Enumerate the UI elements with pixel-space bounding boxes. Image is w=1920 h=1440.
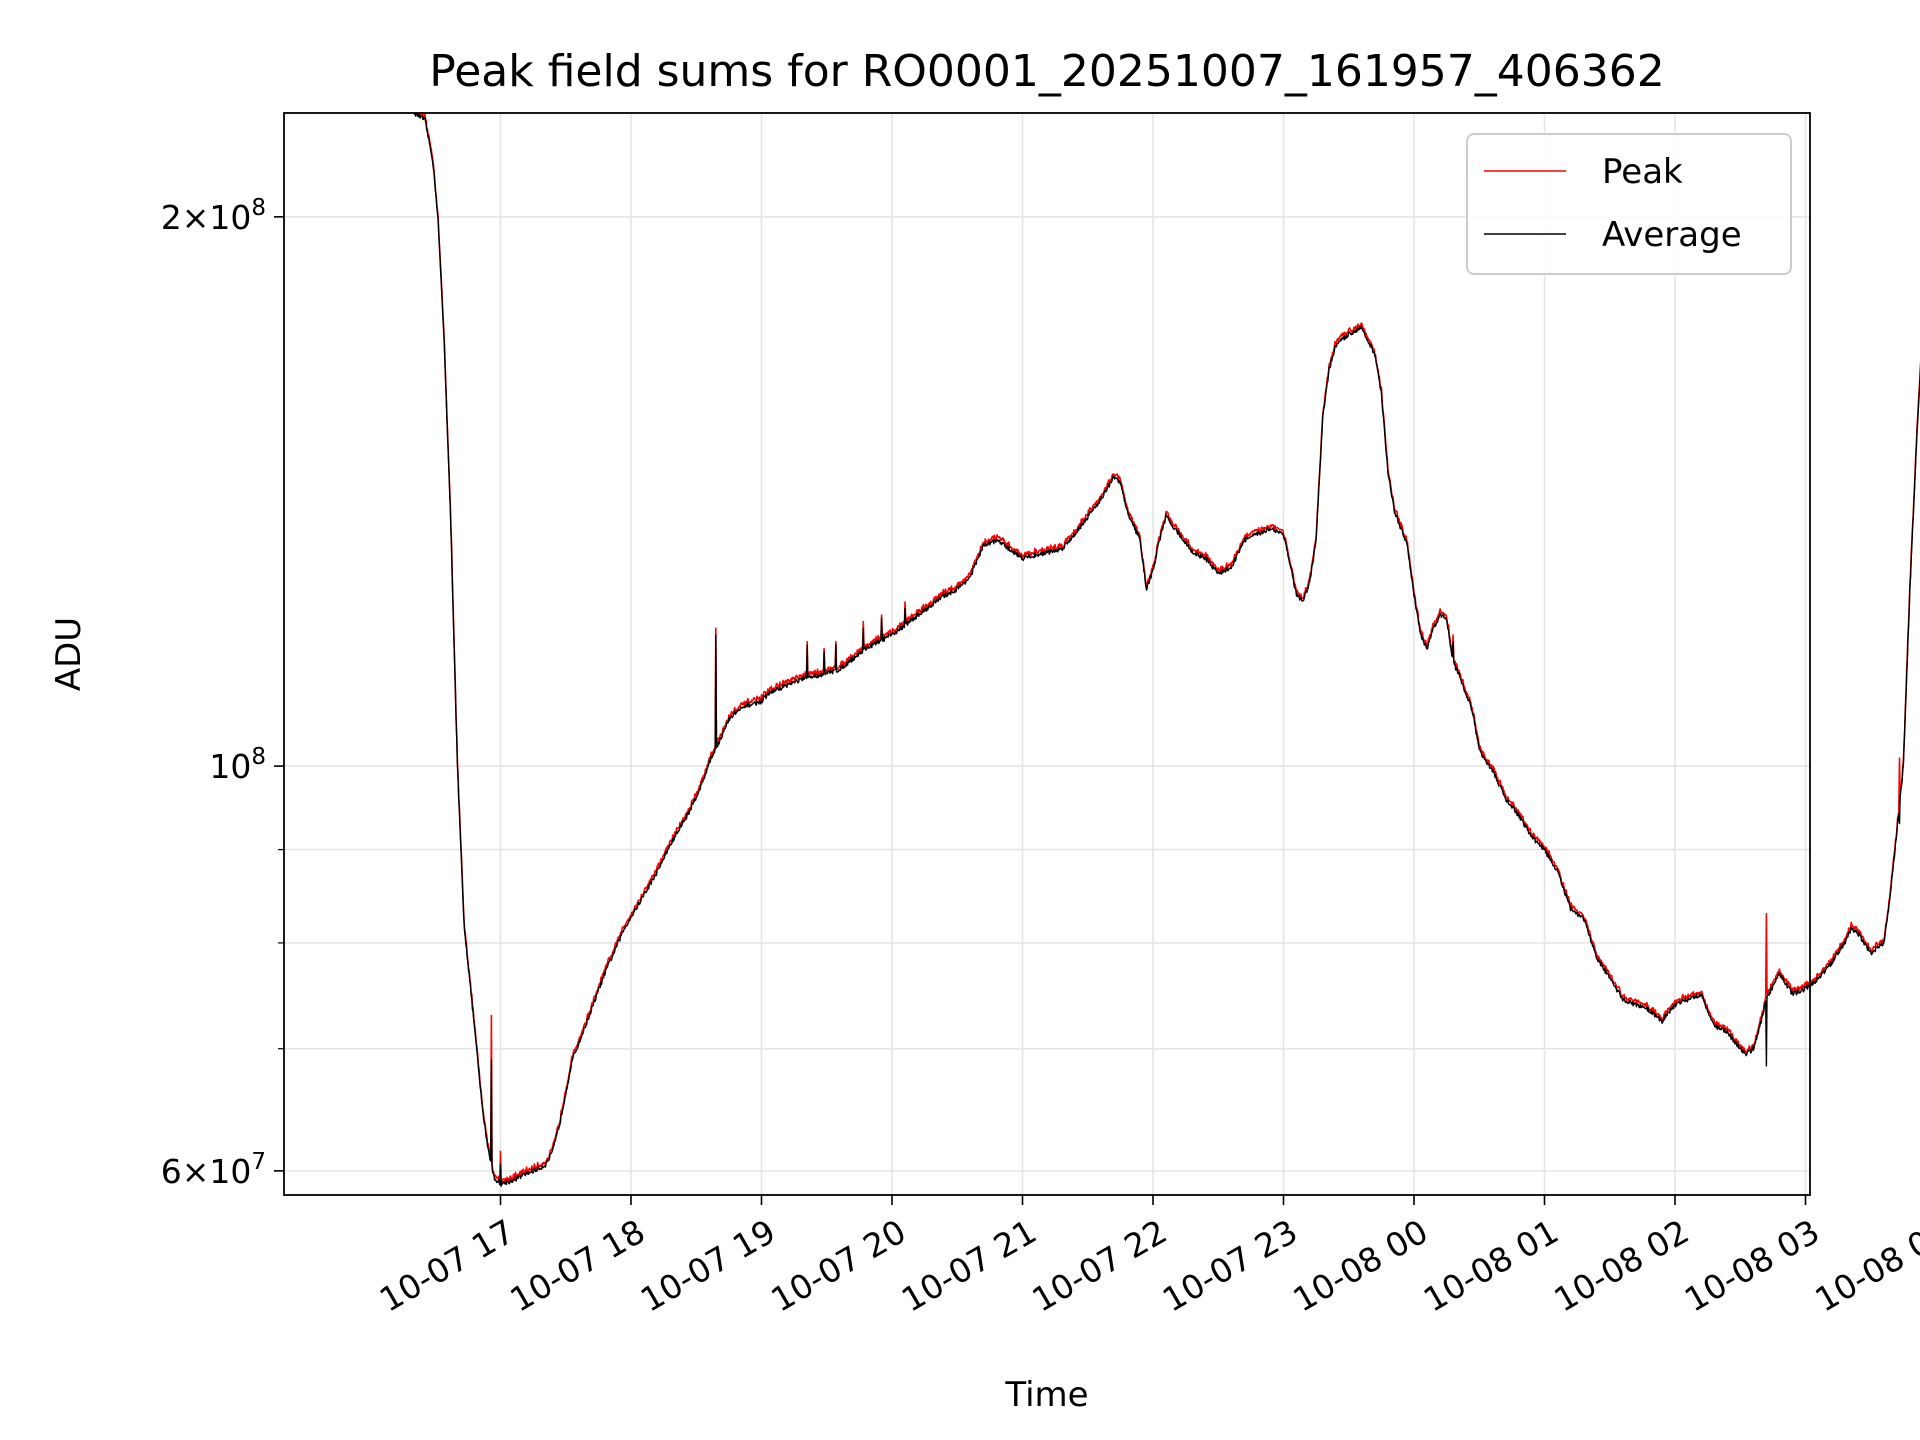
y-tick-label-1: 108 xyxy=(209,744,266,786)
axes-frame xyxy=(283,112,1811,1196)
grid xyxy=(284,113,1810,1195)
y-axis: 6×107 108 2×108 xyxy=(161,195,284,1191)
y-tick-label-0: 6×107 xyxy=(161,1149,266,1191)
x-axis-label: Time xyxy=(1004,1375,1088,1415)
chart-title: Peak field sums for RO0001_20251007_1619… xyxy=(429,46,1665,97)
legend-box xyxy=(1466,133,1792,275)
y-tick-label-2: 2×108 xyxy=(161,195,266,237)
legend: Peak Average xyxy=(1466,133,1792,275)
legend-average-label: Average xyxy=(1602,215,1742,255)
series-average-line xyxy=(413,112,1920,1187)
legend-peak-label: Peak xyxy=(1602,152,1683,192)
y-axis-label: ADU xyxy=(49,617,89,691)
plot-area xyxy=(413,112,1920,1187)
